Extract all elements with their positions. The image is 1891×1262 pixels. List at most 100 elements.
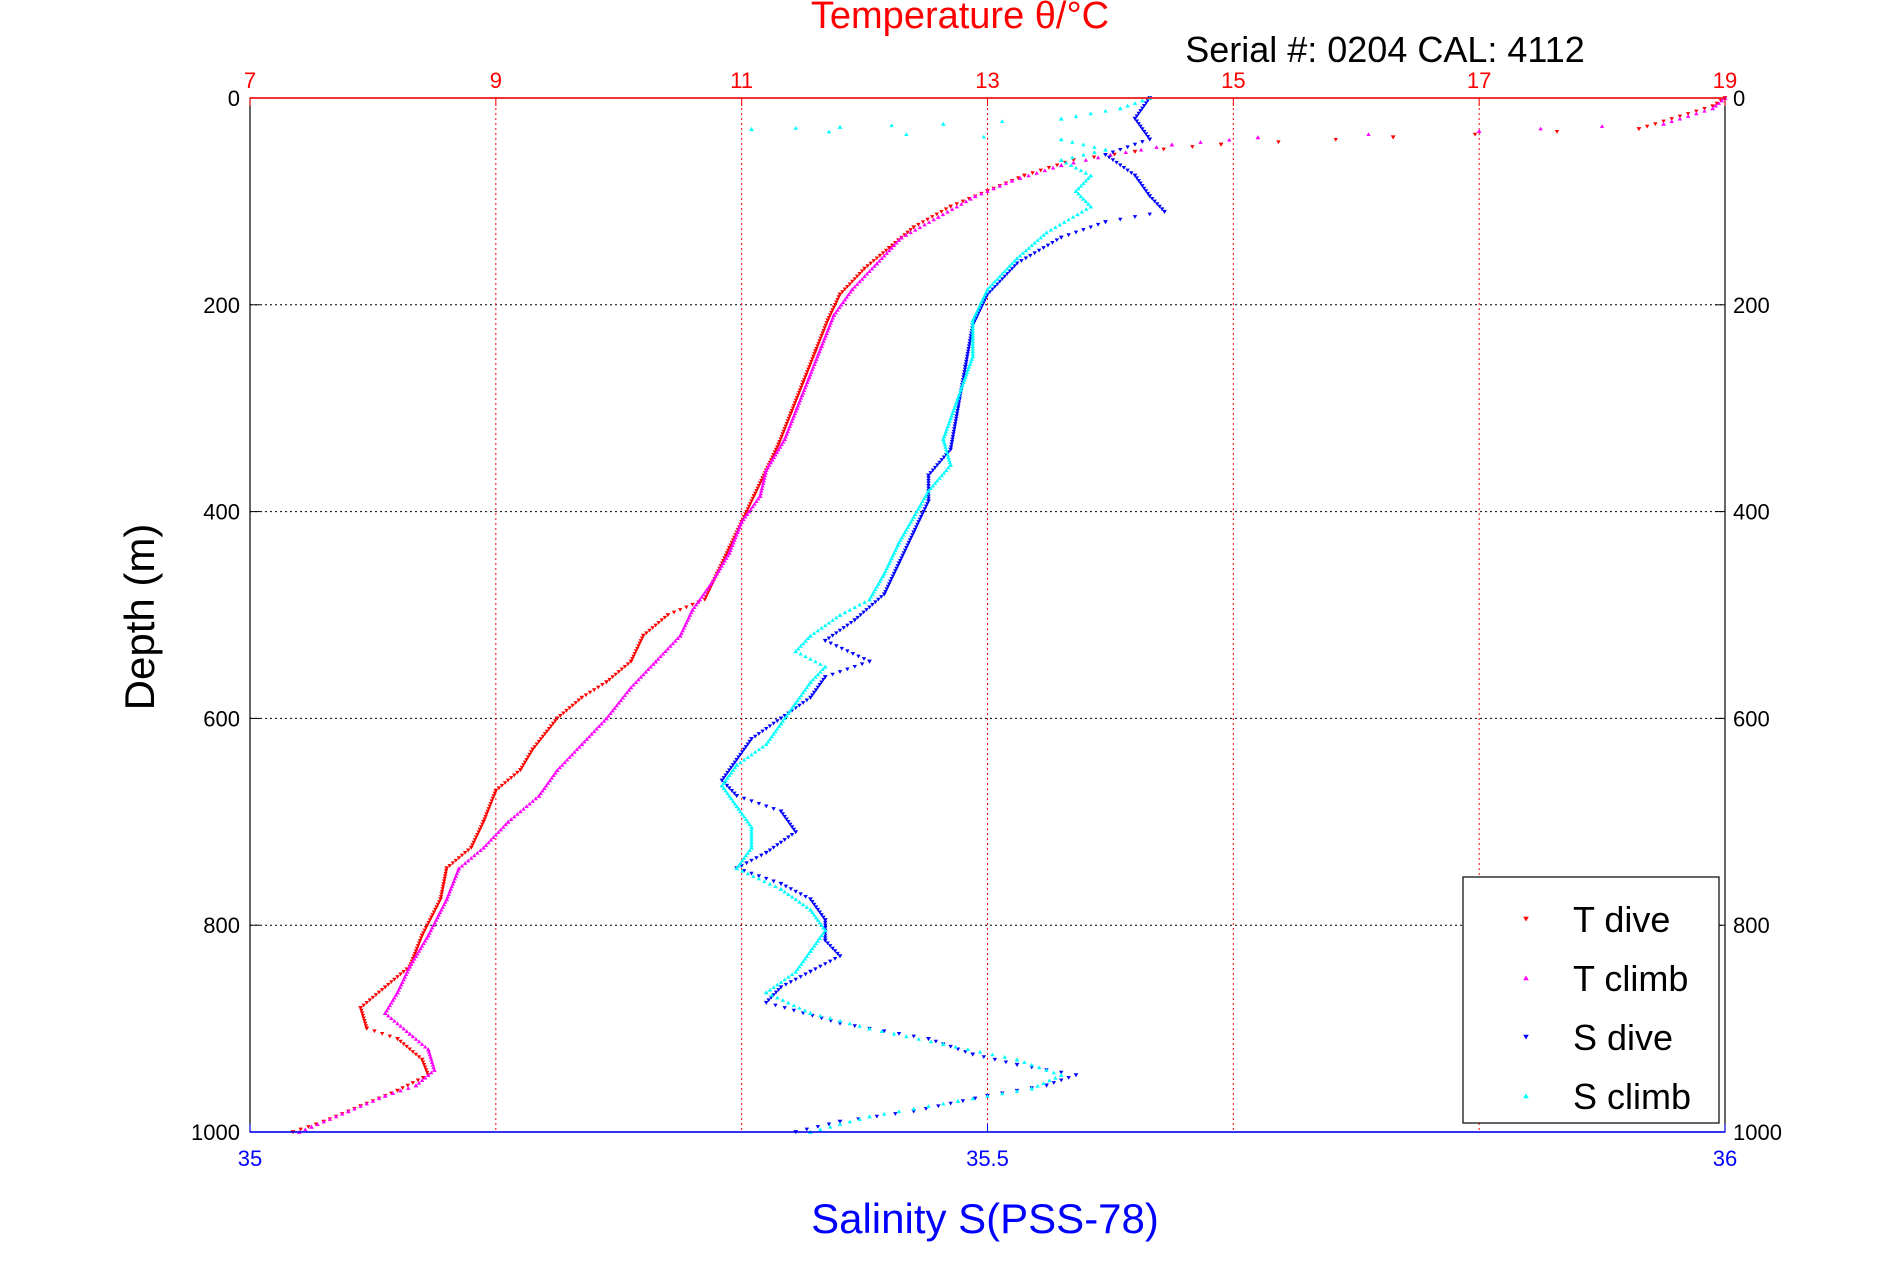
data-point (825, 941, 830, 946)
data-point (798, 651, 803, 656)
temperature-tick-label: 13 (975, 68, 999, 93)
salinity-tick-label: 35.5 (966, 1146, 1009, 1171)
data-point (1716, 101, 1722, 105)
data-point (470, 843, 475, 848)
data-point (782, 838, 787, 842)
data-point (834, 644, 839, 648)
data-point (813, 967, 818, 972)
data-point (758, 491, 763, 496)
data-point (1702, 107, 1707, 111)
data-point (538, 791, 543, 796)
data-point (970, 333, 975, 338)
data-point (749, 830, 754, 834)
data-point (778, 437, 783, 442)
data-point (782, 814, 787, 819)
data-point (439, 889, 445, 894)
data-point (475, 832, 480, 837)
data-point (821, 930, 826, 935)
data-point (965, 349, 971, 354)
data-point (1032, 251, 1037, 256)
data-point (662, 615, 668, 620)
data-point (1035, 238, 1040, 242)
data-point (817, 683, 822, 687)
data-point (814, 346, 819, 351)
data-point (762, 473, 768, 478)
data-point (433, 907, 438, 912)
data-point (644, 631, 649, 636)
data-point (1276, 140, 1281, 145)
data-point (382, 1010, 388, 1016)
data-point (833, 310, 838, 315)
data-point (1125, 168, 1130, 173)
data-point (614, 703, 619, 708)
data-point (818, 1013, 823, 1018)
data-point (911, 514, 917, 519)
data-point (628, 685, 634, 690)
data-point (1046, 166, 1052, 170)
data-point (966, 346, 971, 351)
data-point (1002, 1055, 1007, 1059)
data-point (723, 553, 728, 558)
data-point (616, 670, 621, 674)
data-point (444, 866, 450, 871)
data-point (837, 1122, 843, 1127)
data-point (558, 714, 563, 718)
data-point (489, 799, 494, 804)
data-point (916, 1036, 921, 1041)
data-point (967, 362, 973, 367)
data-point (929, 215, 935, 219)
data-point (743, 817, 749, 821)
data-point (767, 987, 773, 992)
data-point (827, 959, 833, 964)
data-point (822, 326, 827, 331)
legend-marker (1523, 916, 1529, 922)
data-point (443, 871, 448, 876)
data-point (749, 845, 754, 850)
data-point (646, 667, 651, 672)
data-point (370, 995, 376, 1000)
data-point (426, 1049, 432, 1054)
data-point (508, 817, 514, 821)
data-point (703, 589, 708, 594)
data-point (918, 515, 924, 519)
chart-title: Temperature θ/°C (811, 0, 1109, 37)
legend-items: T dive T climb S dive S climb (1523, 899, 1691, 1117)
data-point (572, 750, 577, 754)
data-point (902, 548, 908, 553)
data-point (1047, 1078, 1052, 1083)
data-point (885, 584, 891, 589)
data-point (477, 827, 483, 832)
data-point (877, 253, 883, 258)
data-point (407, 1047, 412, 1052)
data-point (722, 556, 727, 561)
data-point (721, 561, 726, 566)
data-point (699, 594, 704, 599)
data-point (379, 1032, 385, 1036)
data-point (1140, 127, 1145, 131)
data-point (1073, 188, 1079, 193)
data-point (727, 786, 732, 791)
data-point (928, 486, 933, 491)
data-point (778, 886, 784, 891)
data-point (857, 1024, 862, 1028)
data-point (429, 915, 434, 920)
depth-tick-label-left: 800 (203, 913, 240, 938)
data-point (573, 701, 578, 705)
data-point (1081, 152, 1086, 157)
data-point (918, 501, 924, 506)
data-point (908, 228, 913, 232)
data-point (948, 204, 954, 209)
data-point (484, 812, 489, 817)
data-point (789, 825, 795, 829)
data-point (327, 1117, 333, 1121)
data-point (810, 693, 815, 698)
data-point (862, 600, 867, 604)
data-point (480, 822, 485, 827)
data-point (1073, 1073, 1079, 1078)
data-point (743, 514, 748, 519)
data-point (952, 406, 957, 410)
data-point (788, 411, 794, 416)
data-point (953, 419, 958, 424)
data-point (837, 292, 843, 297)
data-point (810, 900, 815, 904)
